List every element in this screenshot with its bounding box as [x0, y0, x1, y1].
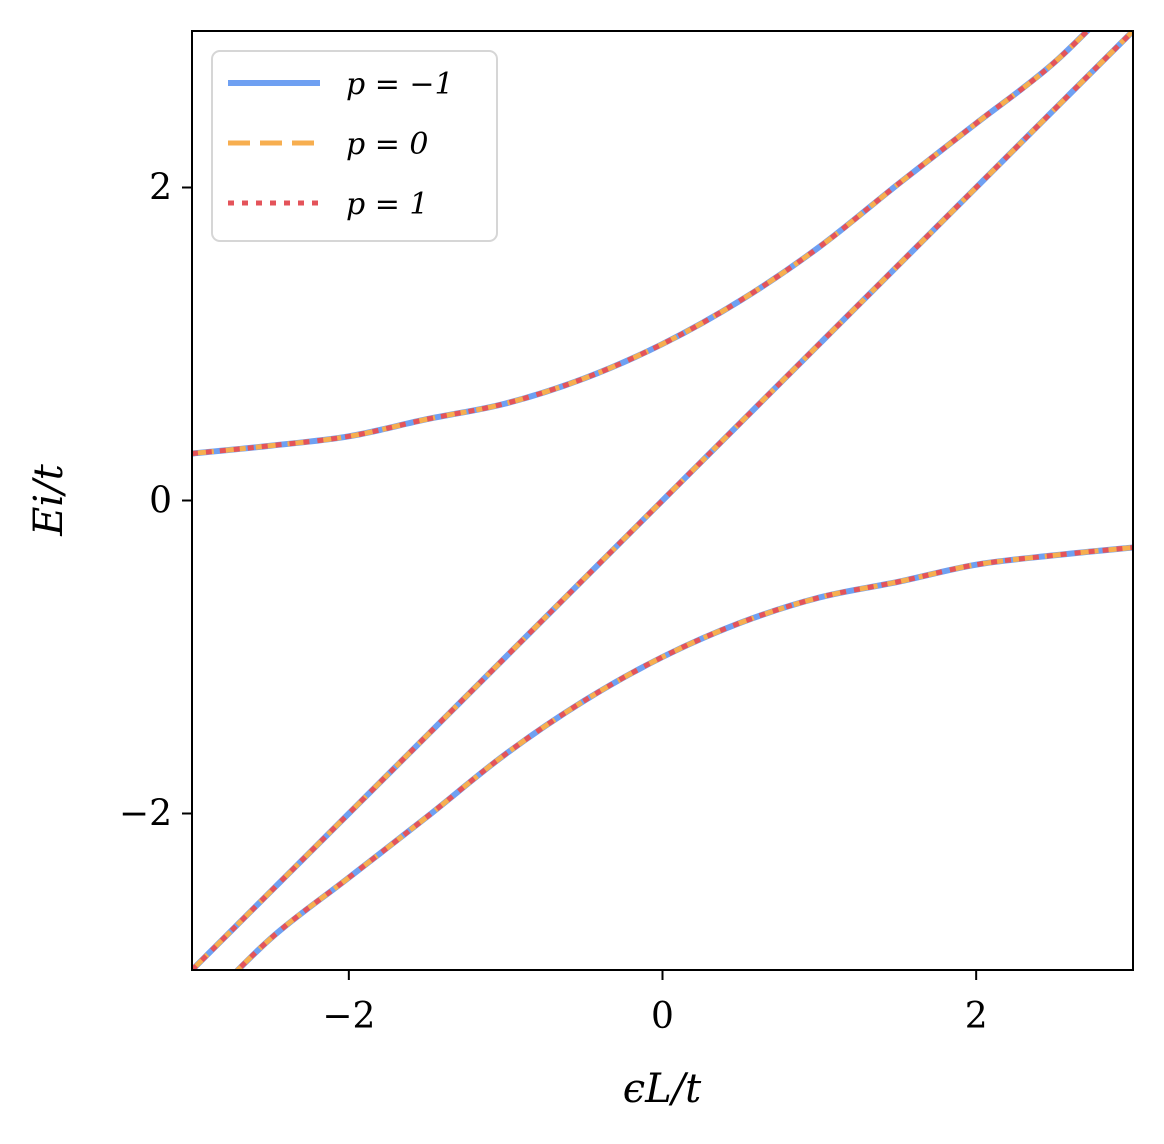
legend-label: p = 0 [346, 127, 429, 162]
y-axis-ticks: −2 0 2 [119, 168, 192, 835]
legend-item: p = −1 [228, 67, 454, 102]
legend-item: p = 1 [228, 187, 429, 222]
series-0-branch-2 [233, 544, 1133, 970]
legend-frame [211, 50, 498, 242]
x-axis-ticks: −2 0 2 [322, 970, 988, 1037]
series-1-branch-2 [234, 544, 1133, 970]
legend-item: p = 0 [228, 127, 429, 162]
series-layer [192, 31, 1133, 970]
y-tick-label: 0 [149, 481, 172, 522]
x-tick-label: 0 [651, 996, 674, 1037]
x-tick-label: −2 [322, 996, 375, 1037]
x-axis-label: ϵL/t [623, 1066, 702, 1112]
legend-label: p = 1 [346, 187, 429, 222]
series-2 [192, 31, 1133, 970]
series-2-branch-0 [192, 31, 1091, 457]
legend: p = −1 p = 0 p = 1 [211, 50, 498, 242]
series-2-branch-2 [234, 544, 1133, 970]
y-tick-label: 2 [149, 168, 172, 209]
y-axis-label: Ei/t [26, 463, 72, 536]
y-tick-label: −2 [119, 794, 172, 835]
series-2-branch-1 [192, 31, 1133, 970]
x-tick-label: 2 [965, 996, 988, 1037]
legend-label: p = −1 [346, 67, 454, 102]
